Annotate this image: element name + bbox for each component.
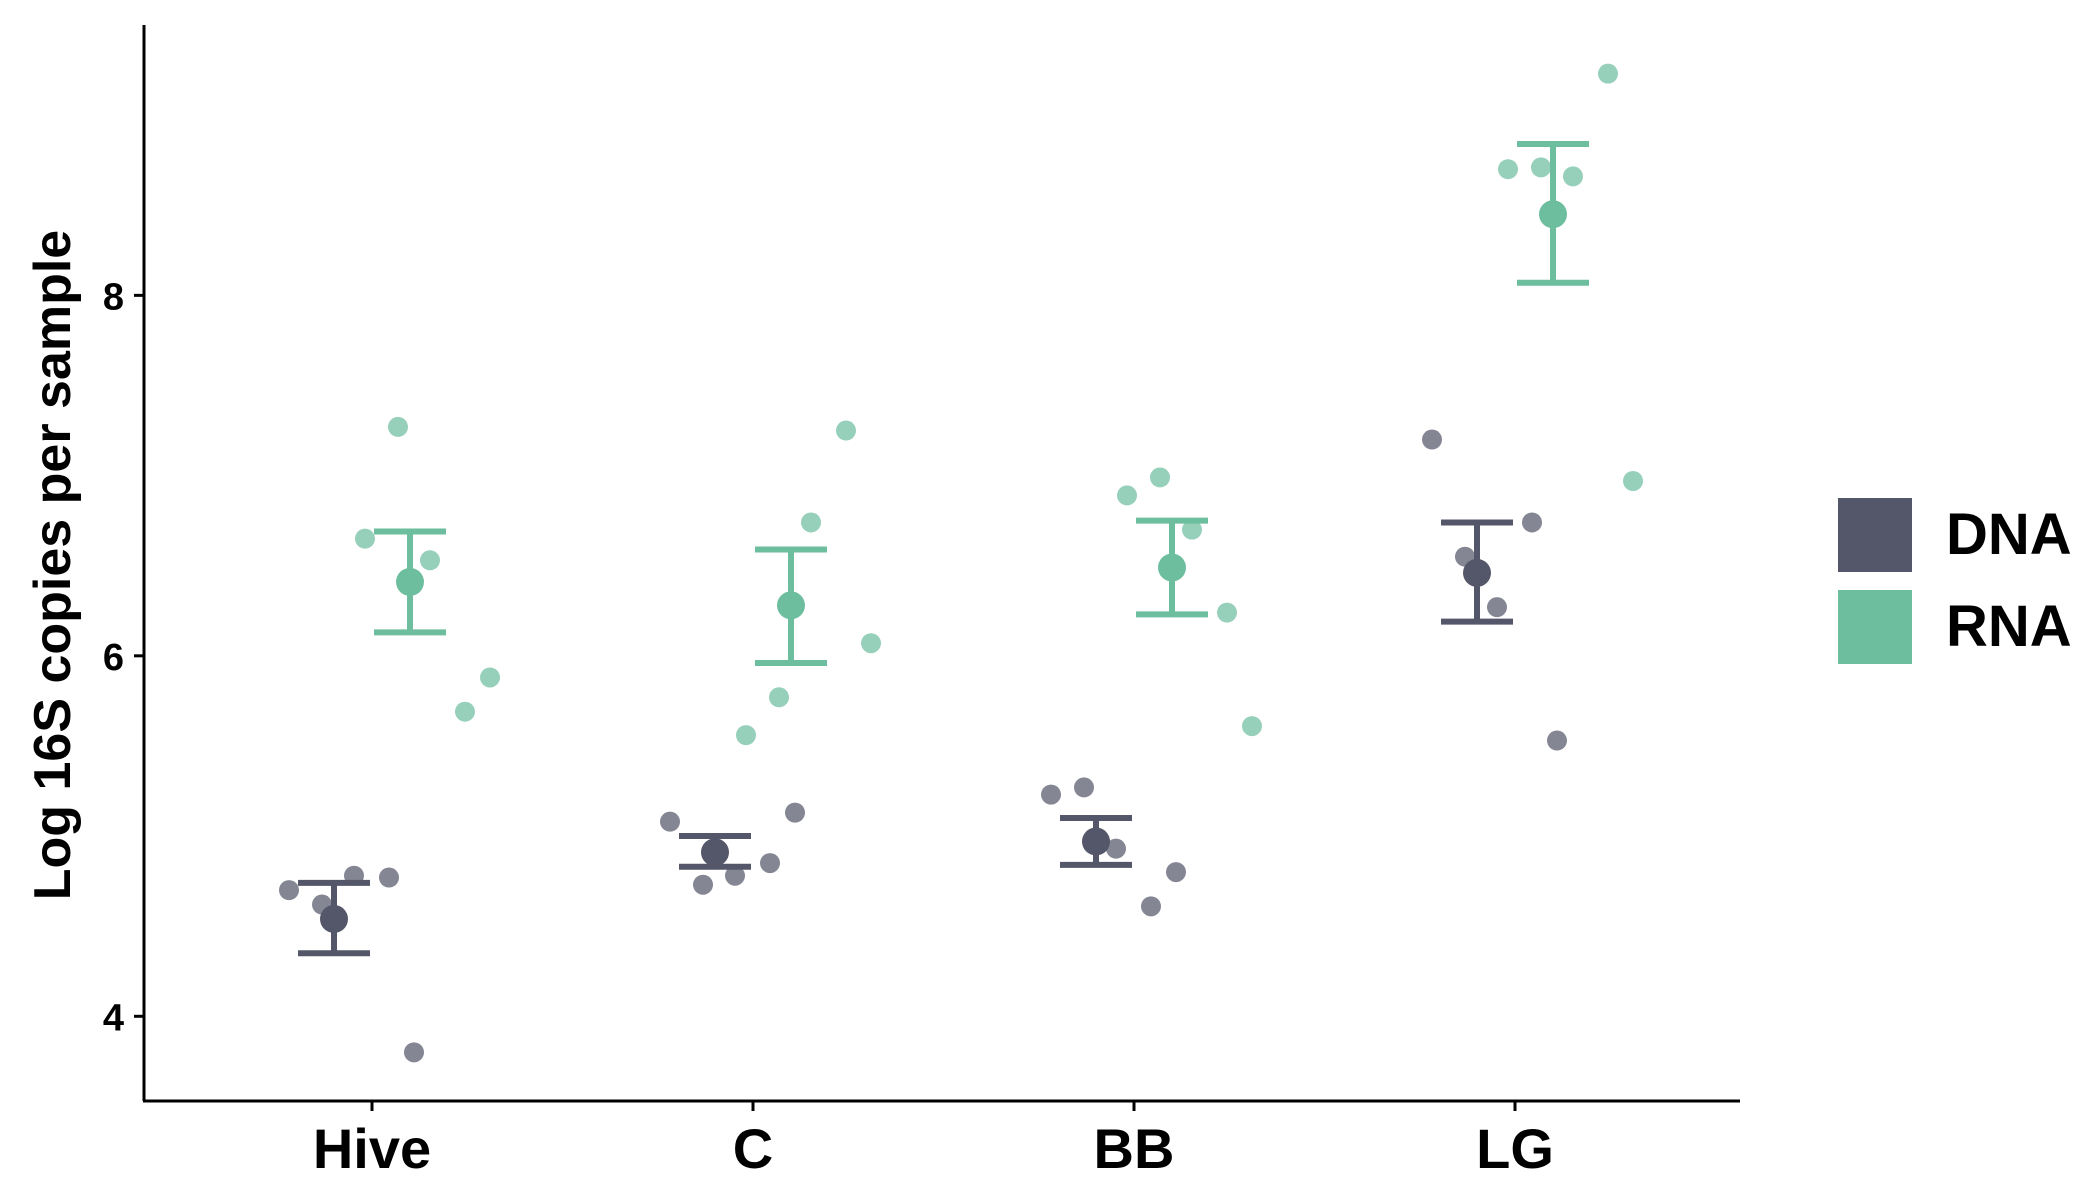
legend-key-dna [1838,498,1912,572]
y-tick-label: 8 [103,276,124,318]
data-point [1150,467,1170,488]
data-point [1498,159,1518,180]
x-tick-label: Hive [313,1117,431,1180]
mean-point [1463,558,1491,587]
data-point [1623,470,1643,491]
summaries [298,140,1589,957]
data-point [1598,63,1618,84]
data-point [355,528,375,549]
mean-point [701,838,729,867]
data-point [1422,429,1442,450]
data-point [1217,602,1237,623]
data-point [1117,485,1137,506]
data-point [785,802,805,823]
data-point [1041,784,1061,805]
y-axis-title: Log 16S copies per sample [24,230,82,900]
data-point [760,853,780,874]
data-point [801,512,821,533]
ticks: 4 6 8 Hive C BB LG [103,276,1554,1180]
data-point [279,880,299,901]
legend-key-rna [1838,590,1912,664]
y-tick-label: 4 [103,997,124,1039]
data-point [736,725,756,746]
data-point [836,420,856,441]
axes [142,25,1740,1103]
mean-point [1082,827,1110,856]
data-point [1563,166,1583,187]
x-tick-label: LG [1476,1117,1554,1180]
data-point [1531,157,1551,178]
data-point [1182,519,1202,540]
y-tick-label: 6 [103,637,124,679]
x-tick-label: C [733,1117,773,1180]
data-point [379,867,399,888]
legend-label-dna: DNA [1946,502,2072,567]
data-point [1547,730,1567,751]
data-point [1106,838,1126,859]
mean-point [396,567,424,596]
points [279,63,1643,1063]
data-point [1141,896,1161,917]
data-point [1242,716,1262,737]
data-point [388,416,408,437]
legend: DNA RNA [1838,498,2072,664]
mean-point [1539,200,1567,229]
data-point [725,865,745,886]
data-point [420,550,440,571]
data-point [769,687,789,708]
data-point [455,701,475,722]
data-point [861,633,881,654]
mean-point [1158,553,1186,582]
data-point [404,1042,424,1063]
data-point [693,874,713,895]
legend-label-rna: RNA [1946,594,2072,659]
data-point [1487,597,1507,618]
data-point [480,667,500,688]
mean-point [777,591,805,620]
data-point [660,811,680,832]
mean-point [320,904,348,933]
x-tick-label: BB [1094,1117,1175,1180]
data-point [1074,777,1094,798]
data-point [1522,512,1542,533]
data-point [1166,862,1186,883]
